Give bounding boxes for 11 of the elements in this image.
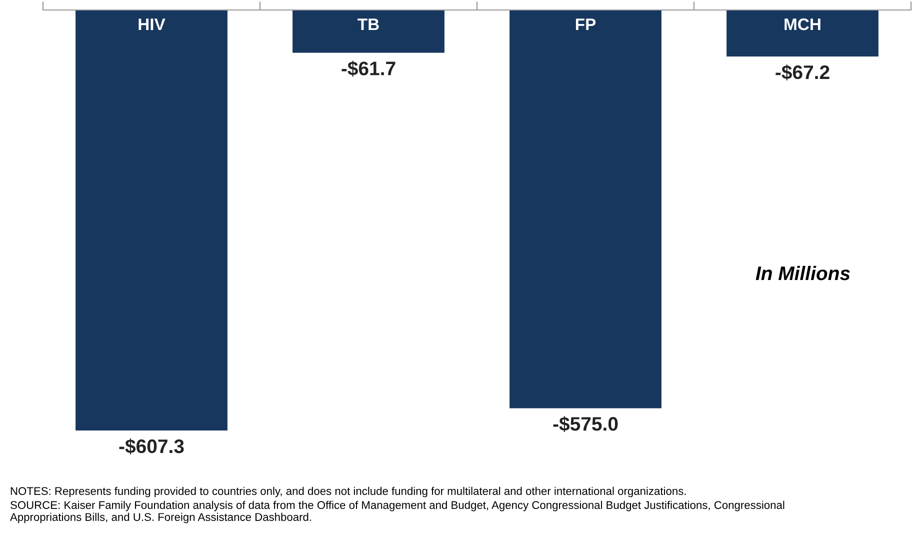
source-note: SOURCE: Kaiser Family Foundation analysis of data from the Office of Management and Budget, Agency Congressional Budget Justifications, Congressional Appropriations Bills, and U.S. Foreign Assistance Dashboard. [10, 500, 784, 524]
data-label: -$575.0 [553, 416, 618, 432]
text: NOTES: Represents funding provided to countries only, and does not include funding for multilateral and other international organizations. [10, 486, 686, 498]
x-tick-label: FP [576, 18, 596, 30]
x-tick-label: TB [358, 18, 379, 30]
data-label: -$607.3 [119, 438, 184, 454]
data-label: -$61.7 [342, 60, 396, 77]
annotation: In Millions [756, 266, 850, 280]
x-tick-label: HIV [138, 18, 166, 30]
data-label: -$67.2 [776, 64, 830, 80]
x-tick-label: MCH [784, 18, 820, 30]
